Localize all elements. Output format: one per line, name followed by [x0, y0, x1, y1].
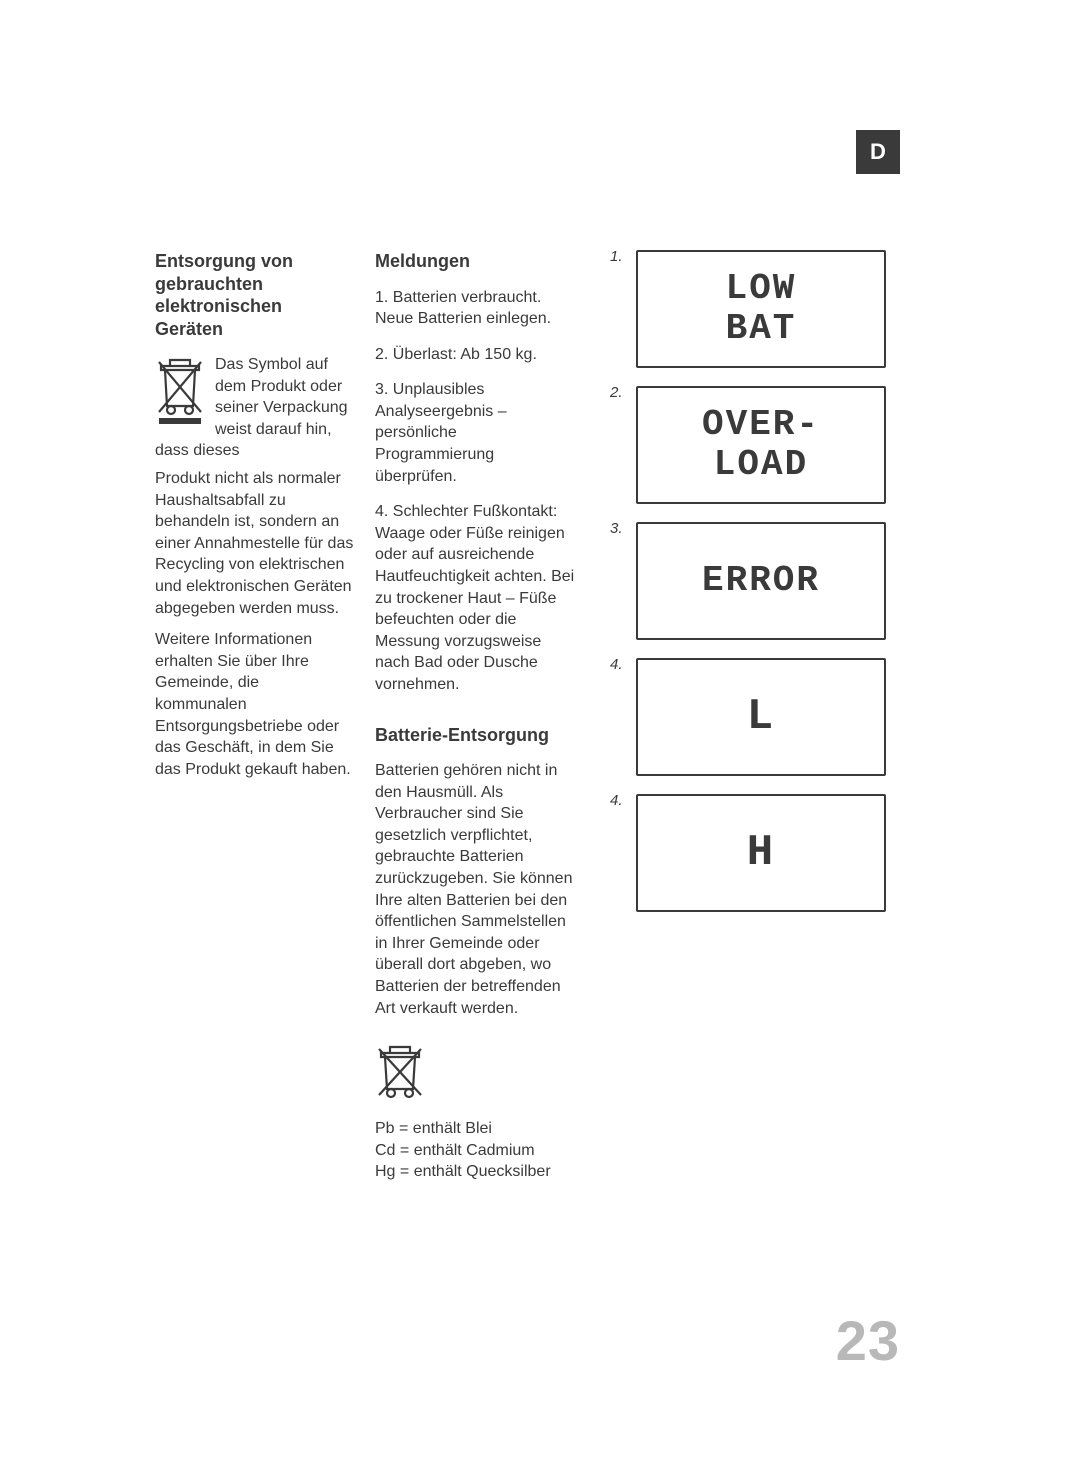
display-number: 1. [610, 248, 636, 265]
display-number: 4. [610, 656, 636, 673]
display-box-lowbat: LOW BAT [636, 250, 886, 368]
heading-battery-disposal: Batterie-Entsorgung [375, 724, 580, 747]
message-item: 2. Überlast: Ab 150 kg. [375, 344, 580, 366]
message-item: 1. Batterien verbraucht. Neue Batterien … [375, 287, 580, 330]
message-item: 4. Schlechter Fußkontakt: Waage oder Füß… [375, 501, 580, 695]
heading-disposal: Entsorgung von gebrauchten elektronische… [155, 250, 355, 340]
weee-block: Das Symbol auf dem Produkt oder seiner V… [155, 354, 355, 462]
display-row: 4. H [610, 794, 900, 912]
display-text: OVER- LOAD [702, 405, 820, 484]
display-text: ERROR [702, 561, 820, 601]
manual-page: D Entsorgung von gebrauchten elektronisc… [0, 0, 1080, 1468]
display-text: H [747, 829, 775, 877]
display-box-h: H [636, 794, 886, 912]
battery-legend-cd: Cd = enthält Cadmium [375, 1140, 580, 1162]
disposal-para-1: Produkt nicht als normaler Haushaltsabfa… [155, 468, 355, 619]
messages-list: 1. Batterien verbraucht. Neue Batterien … [375, 287, 580, 696]
page-number: 23 [836, 1308, 900, 1373]
battery-bin-icon [375, 1043, 425, 1103]
display-number: 3. [610, 520, 636, 537]
display-box-error: ERROR [636, 522, 886, 640]
display-list: 1. LOW BAT 2. OVER- LOAD 3 [610, 250, 900, 930]
disposal-para-2: Weitere Informationen erhalten Sie über … [155, 629, 355, 780]
message-item: 3. Unplausibles Analyseergebnis – persön… [375, 379, 580, 487]
display-box-l: L [636, 658, 886, 776]
display-box-overload: OVER- LOAD [636, 386, 886, 504]
display-row: 3. ERROR [610, 522, 900, 640]
display-number: 4. [610, 792, 636, 809]
display-text: LOW BAT [726, 269, 797, 348]
display-row: 1. LOW BAT [610, 250, 900, 368]
display-text: L [747, 693, 775, 741]
display-row: 2. OVER- LOAD [610, 386, 900, 504]
battery-legend-hg: Hg = enthält Quecksilber [375, 1161, 580, 1183]
battery-disposal-text: Batterien gehören nicht in den Hausmüll.… [375, 760, 580, 1019]
display-row: 4. L [610, 658, 900, 776]
column-messages: Meldungen 1. Batterien verbraucht. Neue … [375, 250, 580, 1183]
column-disposal: Entsorgung von gebrauchten elektronische… [155, 250, 355, 790]
heading-messages: Meldungen [375, 250, 580, 273]
column-displays: 1. LOW BAT 2. OVER- LOAD 3 [610, 250, 900, 930]
battery-legend-pb: Pb = enthält Blei [375, 1118, 580, 1140]
language-tab: D [856, 130, 900, 174]
display-number: 2. [610, 384, 636, 401]
weee-bin-icon [155, 356, 205, 426]
language-code: D [870, 139, 886, 165]
